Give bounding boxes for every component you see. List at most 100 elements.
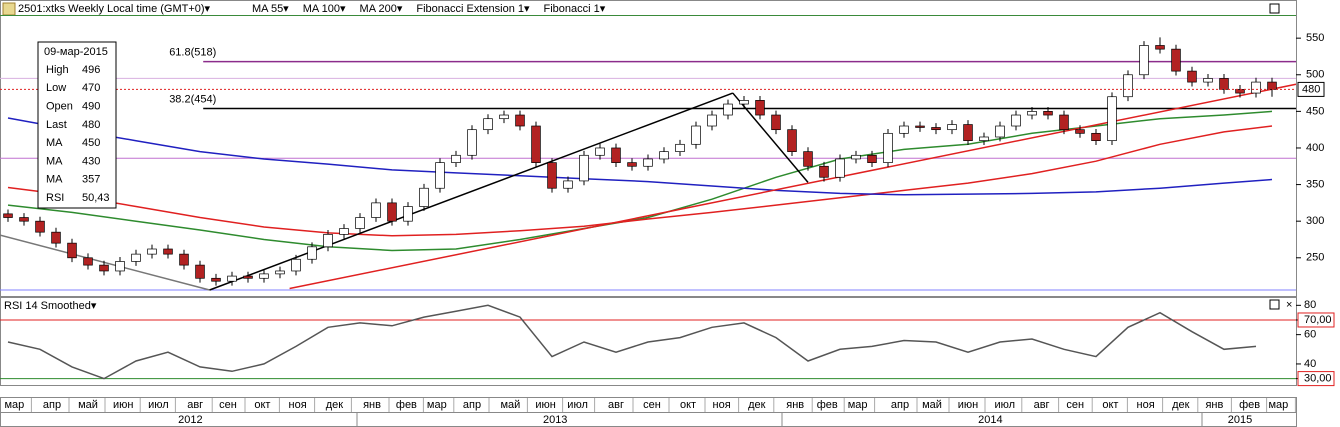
candle-body — [179, 253, 189, 266]
rsi-y-tick-label: 30,00 — [1304, 373, 1332, 385]
info-value: 357 — [82, 174, 100, 186]
y-tick-label: 450 — [1306, 105, 1324, 117]
x-tick-label: ноя — [713, 399, 731, 411]
candle-body — [1075, 129, 1085, 134]
x-tick-label: фев — [1239, 399, 1260, 411]
candle-body — [851, 154, 861, 160]
x-tick-label: мар — [427, 399, 447, 411]
candle-body — [483, 118, 493, 131]
main-panel — [0, 0, 1297, 297]
candle-body — [1059, 114, 1069, 131]
candle-body — [323, 234, 333, 248]
indicator-label: Fibonacci Extension 1▾ — [416, 3, 530, 15]
candle-body — [419, 187, 429, 207]
indicator-label: Fibonacci 1▾ — [544, 3, 606, 15]
year-label: 2015 — [1228, 414, 1252, 426]
candle-body — [131, 253, 141, 262]
candle-body — [627, 162, 637, 167]
candle-body — [659, 151, 669, 160]
candle-body — [867, 154, 877, 163]
candle-body — [1251, 81, 1261, 94]
candle-body — [643, 158, 653, 167]
candle-body — [291, 258, 301, 272]
panel-button[interactable] — [1269, 299, 1280, 310]
x-tick-label: дек — [326, 399, 344, 411]
candle-body — [243, 275, 253, 279]
rsi-y-tick-label: 40 — [1304, 358, 1316, 370]
symbol-icon[interactable] — [2, 2, 16, 16]
x-tick-label: апр — [43, 399, 61, 411]
candle-body — [387, 202, 397, 222]
x-tick-label: сен — [219, 399, 237, 411]
year-label: 2013 — [543, 414, 567, 426]
candle-body — [195, 264, 205, 279]
rsi-line — [7, 304, 1257, 380]
candle-body — [1171, 48, 1181, 72]
candle-body — [403, 206, 413, 222]
candle-body — [83, 257, 93, 266]
candle-body — [723, 103, 733, 116]
info-value: 50,43 — [82, 192, 110, 204]
x-tick-label: сен — [1066, 399, 1084, 411]
y-tick-label: 250 — [1306, 252, 1324, 264]
trend-line — [209, 92, 734, 291]
candle-body — [227, 275, 237, 282]
rsi-level-box — [1297, 312, 1335, 328]
candle-body — [691, 125, 701, 145]
x-tick-label: фев — [396, 399, 417, 411]
candle-body — [739, 100, 749, 105]
candle-body — [3, 213, 13, 218]
panel-button[interactable] — [1269, 3, 1280, 14]
candle-body — [1043, 111, 1053, 116]
candle-body — [787, 129, 797, 152]
candle-body — [755, 100, 765, 116]
rsi-y-tick-label: 80 — [1304, 299, 1316, 311]
candle-body — [611, 147, 621, 163]
x-tick-label: фев — [817, 399, 838, 411]
candle-body — [147, 248, 157, 255]
candle-body — [211, 277, 221, 282]
candle-body — [931, 127, 941, 131]
candle-body — [163, 248, 173, 255]
x-tick-label: апр — [891, 399, 909, 411]
candle-body — [499, 114, 509, 120]
x-tick-label: дек — [1172, 399, 1190, 411]
x-tick-label: окт — [254, 399, 270, 411]
y-tick-label: 550 — [1306, 32, 1324, 44]
info-value: 490 — [82, 101, 100, 113]
y-tick-label: 500 — [1306, 69, 1324, 81]
candle-body — [979, 136, 989, 142]
info-value: 480 — [82, 119, 100, 131]
candle-body — [51, 231, 61, 244]
y-tick-label: 400 — [1306, 142, 1324, 154]
y-tick-label: 300 — [1306, 215, 1324, 227]
candle-body — [1235, 89, 1245, 94]
candle-body — [371, 202, 381, 218]
x-tick-label: май — [500, 399, 520, 411]
x-tick-label: май — [78, 399, 98, 411]
info-label: MA — [46, 155, 63, 167]
candle-body — [307, 246, 317, 260]
candle-body — [835, 158, 845, 178]
info-label: High — [46, 64, 69, 76]
x-tick-label: июн — [535, 399, 555, 411]
info-label: MA — [46, 174, 63, 186]
candle-body — [435, 162, 445, 189]
close-button[interactable]: × — [1286, 299, 1292, 311]
candle-body — [915, 125, 925, 128]
chart-title: 2501:xtks Weekly Local time (GMT+0)▾ — [18, 3, 211, 15]
rsi-y-tick-label: 70,00 — [1304, 314, 1332, 326]
candle-body — [451, 154, 461, 163]
candle-body — [819, 165, 829, 178]
ma-line — [7, 110, 1273, 252]
x-tick-label: май — [922, 399, 942, 411]
info-value: 430 — [82, 155, 100, 167]
candle-body — [19, 217, 29, 222]
candle-body — [595, 147, 605, 156]
x-tick-label: июн — [958, 399, 978, 411]
candle-body — [531, 125, 541, 163]
last-price-label: 480 — [1302, 83, 1320, 95]
candle-body — [947, 124, 957, 131]
x-tick-label: июл — [567, 399, 588, 411]
